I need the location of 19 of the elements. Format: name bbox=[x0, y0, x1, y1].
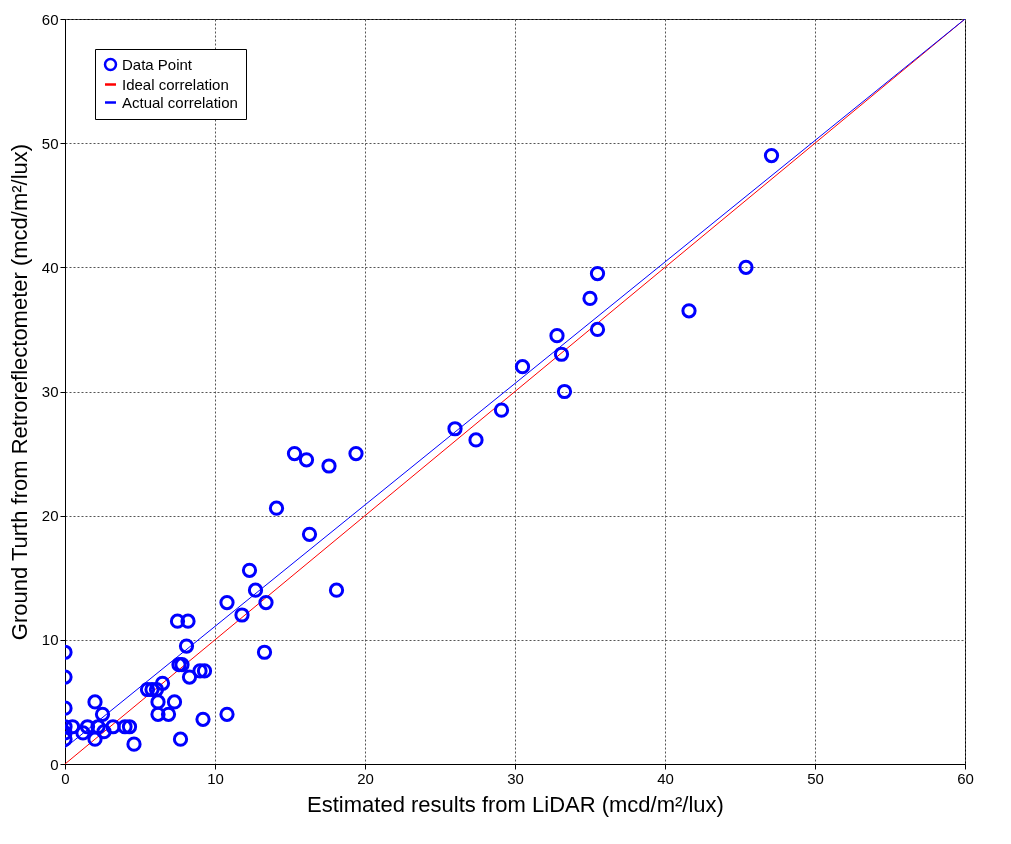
x-tick-label: 40 bbox=[657, 769, 674, 787]
y-tick-label: 40 bbox=[41, 258, 59, 276]
y-tick-label: 0 bbox=[50, 755, 59, 773]
x-tick-label: 50 bbox=[807, 769, 824, 787]
y-tick-label: 20 bbox=[41, 507, 59, 525]
legend-label: Actual correlation bbox=[122, 93, 238, 111]
y-axis-title: Ground Turth from Retroreflectometer (mcd/m²/lux) bbox=[6, 143, 32, 641]
legend-label: Data Point bbox=[122, 55, 193, 73]
x-tick-label: 0 bbox=[61, 769, 70, 787]
x-tick-label: 60 bbox=[957, 769, 974, 787]
x-tick-label: 10 bbox=[207, 769, 224, 787]
x-tick-label: 20 bbox=[357, 769, 374, 787]
legend-label: Ideal correlation bbox=[122, 75, 229, 93]
y-tick-label: 50 bbox=[41, 134, 59, 152]
x-tick-label: 30 bbox=[507, 769, 524, 787]
x-axis-title: Estimated results from LiDAR (mcd/m²/lux) bbox=[307, 791, 724, 817]
y-tick-label: 30 bbox=[41, 383, 59, 400]
y-tick-label: 60 bbox=[41, 10, 59, 28]
y-tick-label: 10 bbox=[41, 631, 59, 649]
